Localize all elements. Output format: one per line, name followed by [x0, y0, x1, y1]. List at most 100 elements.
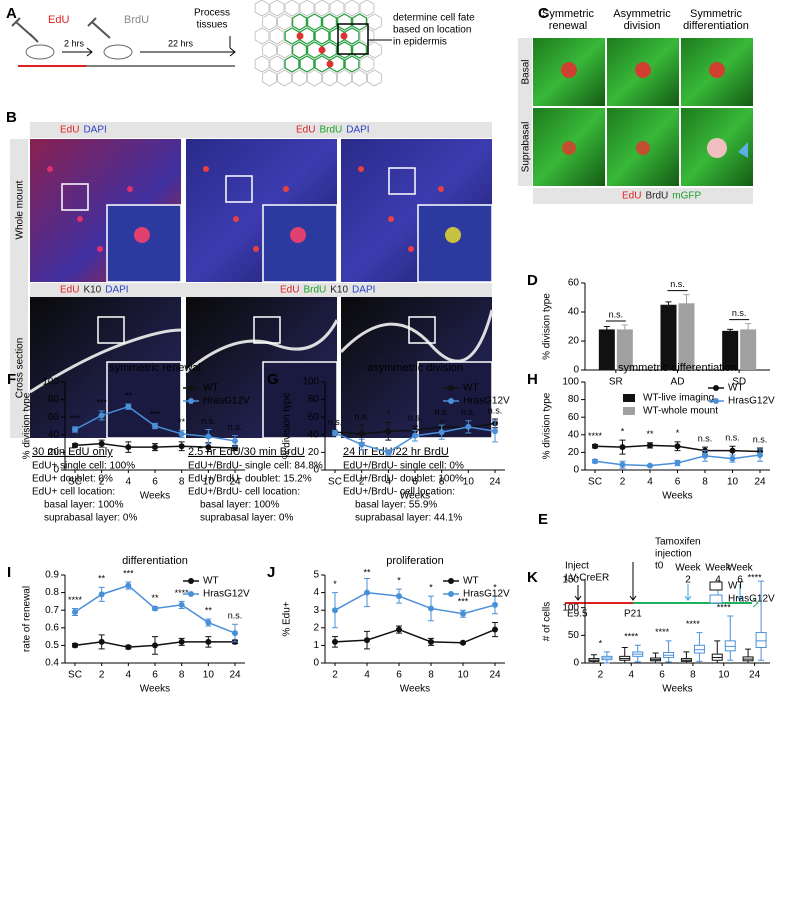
y-tick-label: 0.7	[45, 605, 59, 616]
x-tick-label: 4	[386, 477, 392, 488]
x-tick-label: 4	[628, 670, 634, 681]
label: 4	[715, 575, 721, 586]
legend-swatch	[713, 385, 719, 391]
hex-cell	[291, 41, 308, 59]
legend-label: HrasG12V	[728, 396, 775, 407]
label: EdU	[60, 125, 79, 136]
y-tick-label: 5	[313, 570, 319, 581]
legend-swatch	[713, 398, 719, 404]
hex-cell	[337, 69, 352, 87]
box	[755, 632, 767, 649]
x-tick-label: 24	[489, 670, 501, 681]
data-point	[619, 461, 626, 468]
mouse	[103, 44, 133, 60]
y-tick-label: 60	[48, 412, 60, 423]
arrow	[140, 36, 236, 57]
hex-cell	[344, 27, 360, 45]
nucleus	[635, 62, 651, 78]
significance-label: ***	[123, 568, 134, 578]
arrow	[752, 598, 759, 608]
label: t0	[655, 561, 664, 572]
legend-label: WT	[463, 383, 479, 394]
x-tick-label: 8	[702, 477, 708, 488]
arrow	[736, 584, 744, 601]
data-point	[178, 443, 185, 450]
x-tick-label: 8	[690, 670, 696, 681]
hex-cell	[269, 0, 285, 17]
header-strip	[533, 188, 753, 204]
data-point	[72, 642, 78, 649]
x-tick-label: 6	[152, 670, 158, 681]
y-tick-label: 100	[562, 602, 579, 613]
nucleus	[283, 186, 289, 192]
legend-label: HrasG12V	[203, 589, 250, 600]
y-tick-label: 0	[313, 465, 319, 476]
significance-label: n.s.	[725, 433, 740, 443]
arrow	[574, 585, 582, 601]
hex-cell	[306, 41, 323, 59]
hex-cell	[292, 69, 307, 87]
hex-cell	[284, 55, 300, 73]
x-tick-label: 8	[179, 477, 185, 488]
legend-label: WT-live imaging	[643, 393, 714, 404]
data-point	[152, 642, 158, 649]
hex-cell	[367, 41, 382, 59]
whisker	[665, 640, 672, 663]
significance-label: **	[98, 574, 106, 584]
data-point	[647, 442, 653, 449]
significance-label: n.s.	[753, 434, 768, 444]
x-tick-label: 24	[489, 477, 501, 488]
significance-label: ****	[68, 595, 83, 605]
y-tick-label: 100	[562, 377, 579, 388]
x-tick-label: 24	[229, 670, 241, 681]
y-axis-label: rate of renewal	[22, 586, 33, 652]
hex-cell	[321, 13, 338, 31]
x-tick-label: 2	[99, 477, 105, 488]
significance-label: ****	[717, 602, 732, 612]
hex-cell	[299, 55, 315, 73]
panel-letter: C	[538, 5, 549, 22]
label: BrdU	[319, 125, 342, 136]
label: 2 hrs	[64, 38, 85, 48]
nucleus	[636, 141, 650, 155]
y-axis-label: % division type	[282, 392, 293, 459]
significance-label: ***	[96, 397, 107, 407]
label: 6	[737, 575, 743, 586]
data-point	[178, 430, 185, 437]
x-axis-label: Weeks	[662, 491, 692, 502]
data-point	[125, 644, 132, 651]
data-point	[428, 638, 434, 645]
chart-title: proliferation	[386, 555, 443, 567]
hex-cell	[299, 27, 315, 45]
x-tick-label: 2	[598, 670, 604, 681]
caption-line: EdU+ cell location:	[32, 487, 115, 498]
syringe	[11, 17, 39, 43]
series-line	[334, 591, 496, 615]
label: renewal	[549, 20, 588, 32]
y-tick-label: 3	[313, 605, 319, 616]
panel-letter: G	[267, 371, 279, 388]
hex-cell	[277, 41, 292, 59]
nucleus	[290, 227, 306, 243]
x-tick-label: 10	[457, 670, 469, 681]
significance-label: ****	[175, 588, 190, 598]
data-point	[674, 459, 681, 466]
label: Suprabasal	[521, 122, 532, 173]
hex-cell	[367, 13, 382, 31]
x-tick-label: 6	[152, 477, 158, 488]
x-tick-label: SD	[732, 377, 746, 388]
data-point	[592, 443, 598, 450]
y-tick-label: 0.4	[45, 658, 59, 669]
x-tick-label: SC	[328, 477, 342, 488]
significance-label: n.s.	[354, 411, 369, 421]
legend-swatch	[448, 398, 454, 404]
panel-letter: K	[527, 569, 538, 586]
panel-letter: F	[7, 371, 16, 388]
inset	[417, 204, 493, 283]
hex-cell	[329, 27, 345, 45]
hex-cell	[352, 69, 367, 87]
label: DAPI	[346, 125, 369, 136]
significance-label: ***	[70, 413, 81, 423]
panel-letter: J	[267, 564, 275, 581]
legend-swatch	[623, 394, 635, 402]
